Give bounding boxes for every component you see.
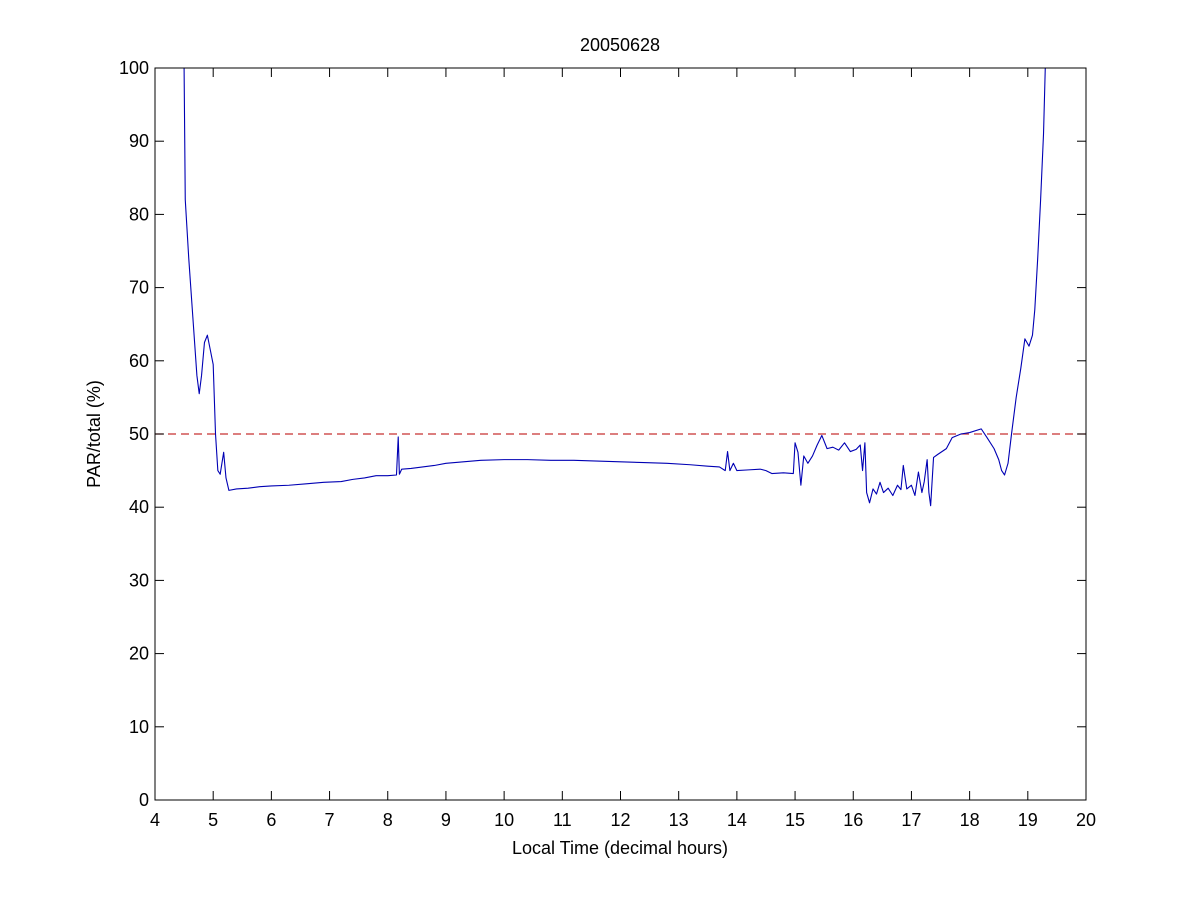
- x-tick-label: 7: [325, 810, 335, 830]
- x-tick-label: 12: [610, 810, 630, 830]
- x-tick-label: 14: [727, 810, 747, 830]
- y-tick-label: 10: [129, 717, 149, 737]
- y-axis-label: PAR/total (%): [84, 380, 104, 488]
- x-tick-label: 9: [441, 810, 451, 830]
- y-tick-label: 100: [119, 58, 149, 78]
- y-tick-label: 60: [129, 351, 149, 371]
- y-tick-label: 70: [129, 278, 149, 298]
- x-tick-label: 15: [785, 810, 805, 830]
- x-tick-label: 11: [553, 810, 572, 830]
- y-tick-label: 50: [129, 424, 149, 444]
- y-tick-label: 90: [129, 131, 149, 151]
- y-tick-label: 80: [129, 204, 149, 224]
- x-axis-label: Local Time (decimal hours): [512, 838, 728, 858]
- series-line-0: [183, 68, 1046, 507]
- y-tick-label: 40: [129, 497, 149, 517]
- x-tick-label: 10: [494, 810, 514, 830]
- x-tick-label: 4: [150, 810, 160, 830]
- x-tick-label: 6: [266, 810, 276, 830]
- chart-title: 20050628: [580, 35, 660, 55]
- x-tick-label: 8: [383, 810, 393, 830]
- x-tick-label: 18: [960, 810, 980, 830]
- y-tick-label: 0: [139, 790, 149, 810]
- plot-frame: [154, 67, 1087, 801]
- y-tick-label: 20: [129, 644, 149, 664]
- x-tick-label: 17: [901, 810, 921, 830]
- x-tick-label: 19: [1018, 810, 1038, 830]
- x-tick-label: 16: [843, 810, 863, 830]
- x-tick-label: 20: [1076, 810, 1096, 830]
- x-tick-label: 13: [669, 810, 689, 830]
- y-tick-label: 30: [129, 570, 149, 590]
- x-tick-label: 5: [208, 810, 218, 830]
